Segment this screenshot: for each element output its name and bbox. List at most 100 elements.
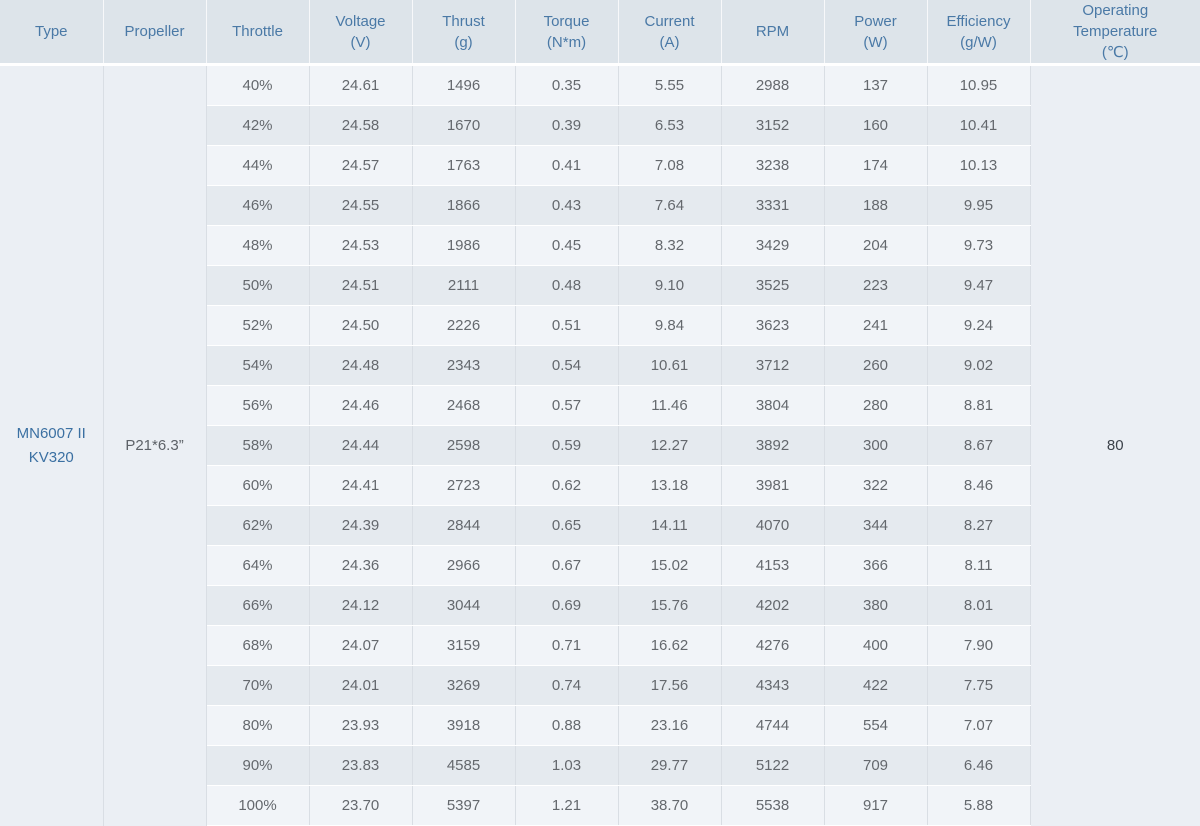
cell-voltage: 23.70 xyxy=(309,785,413,826)
cell-thrust: 2226 xyxy=(412,305,516,346)
header-line: Current xyxy=(644,12,695,30)
cell-power: 188 xyxy=(824,185,928,226)
cell-current: 6.53 xyxy=(618,105,722,146)
cell-throttle: 68% xyxy=(206,625,310,666)
cell-power: 422 xyxy=(824,665,928,706)
type-line: KV320 xyxy=(28,448,74,466)
data-row-50%: 50% 24.51 2111 0.48 9.10 3525 223 9.47 xyxy=(0,265,1200,306)
column-header-throttle: Throttle xyxy=(206,0,310,66)
cell-efficiency: 8.01 xyxy=(927,585,1031,626)
cell-rpm: 3623 xyxy=(721,305,825,346)
cell-torque: 0.67 xyxy=(515,545,619,586)
data-row-52%: 52% 24.50 2226 0.51 9.84 3623 241 9.24 xyxy=(0,305,1200,346)
cell-torque: 0.43 xyxy=(515,185,619,226)
cell-efficiency: 9.73 xyxy=(927,225,1031,266)
cell-torque: 0.39 xyxy=(515,105,619,146)
cell-torque: 0.88 xyxy=(515,705,619,746)
type-cell: MN6007 II KV320 xyxy=(0,64,104,826)
cell-power: 280 xyxy=(824,385,928,426)
cell-efficiency: 10.95 xyxy=(927,64,1031,106)
cell-thrust: 2468 xyxy=(412,385,516,426)
cell-efficiency: 7.07 xyxy=(927,705,1031,746)
column-header-operating-temperature: Operating Temperature (℃) xyxy=(1030,0,1200,66)
cell-voltage: 24.48 xyxy=(309,345,413,386)
header-row: Type Propeller Throttle Voltage (V) Thrust (g)… xyxy=(0,0,1200,66)
cell-power: 241 xyxy=(824,305,928,346)
data-row-90%: 90% 23.83 4585 1.03 29.77 5122 709 6.46 xyxy=(0,745,1200,786)
header-line: Efficiency xyxy=(946,12,1011,30)
cell-efficiency: 9.02 xyxy=(927,345,1031,386)
cell-rpm: 4276 xyxy=(721,625,825,666)
cell-torque: 0.71 xyxy=(515,625,619,666)
cell-voltage: 24.51 xyxy=(309,265,413,306)
column-header-thrust: Thrust (g) xyxy=(412,0,516,66)
header-line: Torque xyxy=(543,12,590,30)
cell-rpm: 3804 xyxy=(721,385,825,426)
header-line: Voltage xyxy=(335,12,386,30)
data-row-62%: 62% 24.39 2844 0.65 14.11 4070 344 8.27 xyxy=(0,505,1200,546)
cell-torque: 0.51 xyxy=(515,305,619,346)
cell-power: 400 xyxy=(824,625,928,666)
cell-torque: 1.03 xyxy=(515,745,619,786)
cell-efficiency: 9.24 xyxy=(927,305,1031,346)
header-line: (℃) xyxy=(1101,44,1129,61)
data-row-58%: 58% 24.44 2598 0.59 12.27 3892 300 8.67 xyxy=(0,425,1200,466)
cell-power: 366 xyxy=(824,545,928,586)
cell-power: 300 xyxy=(824,425,928,466)
cell-efficiency: 8.81 xyxy=(927,385,1031,426)
cell-current: 14.11 xyxy=(618,505,722,546)
data-row-80%: 80% 23.93 3918 0.88 23.16 4744 554 7.07 xyxy=(0,705,1200,746)
cell-torque: 0.35 xyxy=(515,64,619,106)
cell-power: 160 xyxy=(824,105,928,146)
cell-thrust: 1763 xyxy=(412,145,516,186)
cell-torque: 0.62 xyxy=(515,465,619,506)
cell-efficiency: 6.46 xyxy=(927,745,1031,786)
cell-current: 12.27 xyxy=(618,425,722,466)
cell-efficiency: 7.90 xyxy=(927,625,1031,666)
data-row-56%: 56% 24.46 2468 0.57 11.46 3804 280 8.81 xyxy=(0,385,1200,426)
cell-throttle: 100% xyxy=(206,785,310,826)
cell-throttle: 64% xyxy=(206,545,310,586)
cell-voltage: 23.83 xyxy=(309,745,413,786)
cell-rpm: 2988 xyxy=(721,64,825,106)
cell-thrust: 3159 xyxy=(412,625,516,666)
data-row-40%: MN6007 II KV320 P21*6.3” 40% 24.61 1496 0.35 5.… xyxy=(0,64,1200,826)
data-row-100%: 100% 23.70 5397 1.21 38.70 5538 917 5.88 xyxy=(0,785,1200,826)
cell-throttle: 54% xyxy=(206,345,310,386)
propeller-cell: P21*6.3” xyxy=(103,64,207,826)
cell-voltage: 24.36 xyxy=(309,545,413,586)
column-header-efficiency: Efficiency (g/W) xyxy=(927,0,1031,66)
data-row-44%: 44% 24.57 1763 0.41 7.08 3238 174 10.13 xyxy=(0,145,1200,186)
cell-efficiency: 10.41 xyxy=(927,105,1031,146)
cell-throttle: 52% xyxy=(206,305,310,346)
header-line: Thrust xyxy=(442,12,485,30)
cell-current: 29.77 xyxy=(618,745,722,786)
cell-throttle: 90% xyxy=(206,745,310,786)
column-header-power: Power (W) xyxy=(824,0,928,66)
cell-power: 260 xyxy=(824,345,928,386)
cell-torque: 0.59 xyxy=(515,425,619,466)
cell-rpm: 5538 xyxy=(721,785,825,826)
cell-current: 5.55 xyxy=(618,64,722,106)
cell-rpm: 4070 xyxy=(721,505,825,546)
cell-rpm: 4153 xyxy=(721,545,825,586)
cell-voltage: 24.50 xyxy=(309,305,413,346)
cell-throttle: 66% xyxy=(206,585,310,626)
cell-efficiency: 8.11 xyxy=(927,545,1031,586)
table-body: MN6007 II KV320 P21*6.3” 40% 24.61 1496 0.35 5.… xyxy=(0,64,1200,826)
cell-current: 9.84 xyxy=(618,305,722,346)
column-header-propeller: Propeller xyxy=(103,0,207,66)
data-row-70%: 70% 24.01 3269 0.74 17.56 4343 422 7.75 xyxy=(0,665,1200,706)
header-line: (A) xyxy=(659,33,680,51)
cell-efficiency: 8.67 xyxy=(927,425,1031,466)
header-line: (V) xyxy=(350,33,371,51)
cell-current: 38.70 xyxy=(618,785,722,826)
cell-voltage: 24.55 xyxy=(309,185,413,226)
cell-torque: 0.74 xyxy=(515,665,619,706)
cell-throttle: 56% xyxy=(206,385,310,426)
cell-torque: 1.21 xyxy=(515,785,619,826)
header-line: (N*m) xyxy=(546,33,587,51)
cell-thrust: 2598 xyxy=(412,425,516,466)
cell-thrust: 2111 xyxy=(412,265,516,306)
